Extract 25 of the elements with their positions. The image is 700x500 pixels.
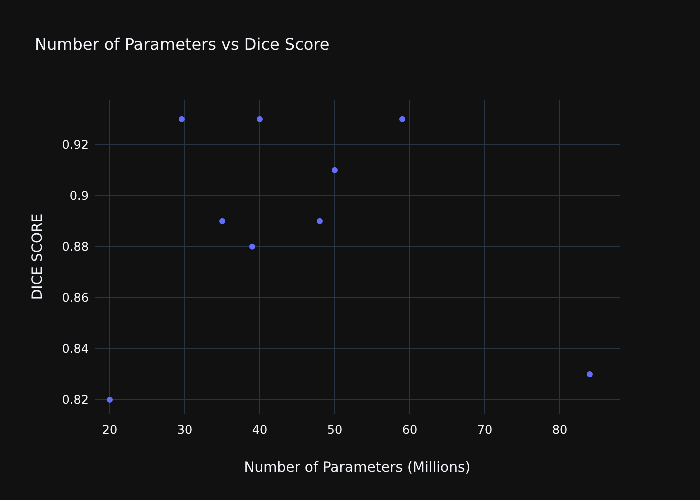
chart-title: Number of Parameters vs Dice Score xyxy=(35,35,330,54)
y-tick-label: 0.88 xyxy=(62,240,89,254)
x-tick-label: 50 xyxy=(327,423,343,437)
x-tick-label: 80 xyxy=(552,423,568,437)
point xyxy=(257,116,263,122)
point xyxy=(220,218,226,224)
point xyxy=(332,167,338,174)
y-tick-label: 0.84 xyxy=(62,342,89,356)
x-tick-label: 40 xyxy=(252,423,268,437)
y-tick-label: 0.9 xyxy=(70,188,89,203)
point xyxy=(317,218,323,224)
x-tick-label: 30 xyxy=(177,423,193,437)
y-tick-label: 0.86 xyxy=(62,290,89,305)
x-tick-label: 70 xyxy=(477,423,493,437)
x-tick-label: 20 xyxy=(102,423,118,437)
point xyxy=(107,396,113,403)
x-axis-title: Number of Parameters (Millions) xyxy=(244,460,471,476)
y-axis-title: DICE SCORE xyxy=(30,214,46,300)
y-tick-label: 0.92 xyxy=(62,138,89,152)
y-tick-label: 0.82 xyxy=(62,392,89,407)
x-tick-label: 60 xyxy=(402,423,418,437)
point xyxy=(250,244,256,250)
point xyxy=(587,371,593,378)
point xyxy=(400,116,406,122)
point xyxy=(179,116,185,122)
